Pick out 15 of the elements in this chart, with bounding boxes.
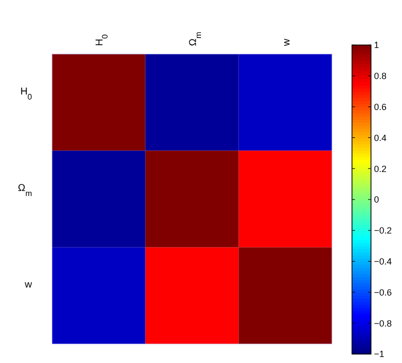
color-bar-label: 1	[374, 40, 380, 50]
color-bar-label: −0.8	[374, 318, 392, 328]
color-bar-label: 0.2	[374, 164, 387, 174]
color-bar-label: 0.8	[374, 71, 387, 82]
y-tick-label: H$_{0}$	[20, 86, 33, 101]
x-tick-label: w	[281, 38, 292, 47]
y-tick-label: Ω$_{m}$	[18, 183, 32, 198]
color-bar-label: 0.6	[374, 102, 387, 112]
color-bar-label: −0.4	[374, 256, 392, 266]
color-bar-label: −0.6	[374, 287, 392, 298]
color-bar-label: −0.2	[374, 226, 392, 236]
color-bar-label: 0.4	[374, 132, 387, 143]
color-bar-label: 0	[374, 194, 380, 205]
y-tick-label: w	[24, 280, 33, 291]
color-bar-label: −1	[374, 349, 384, 360]
